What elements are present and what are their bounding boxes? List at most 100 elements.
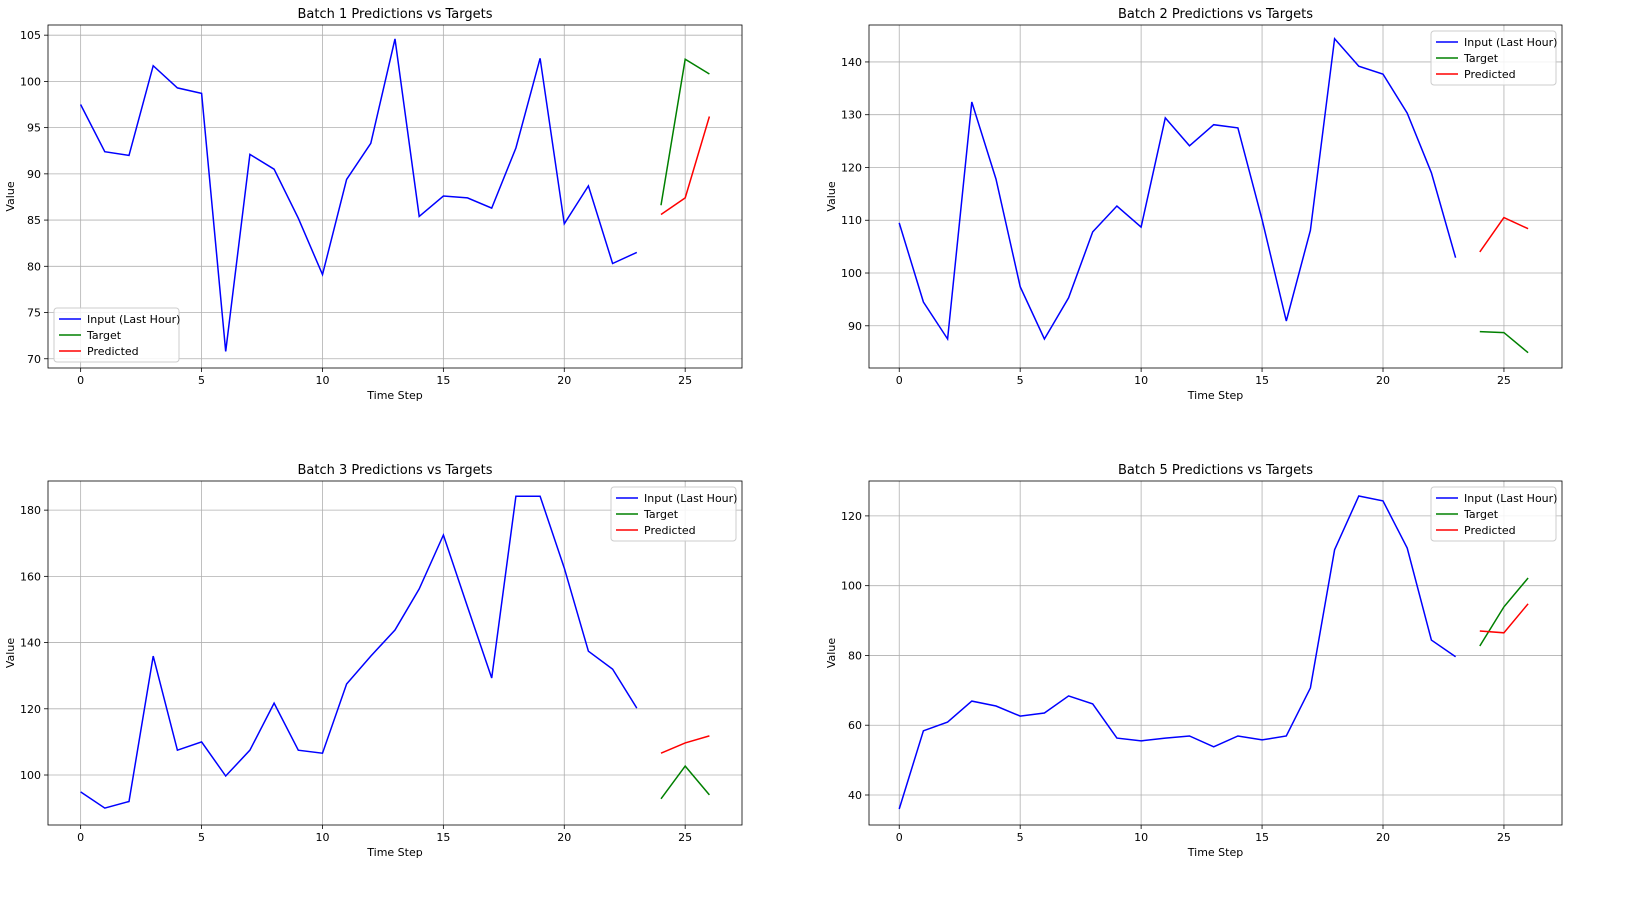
- x-tick-label: 5: [198, 374, 205, 387]
- x-tick-label: 20: [1376, 374, 1390, 387]
- subplot-3: 0 5 10 15 20 25 100 120 140 160 180 Batch 3 Predict…: [4, 463, 743, 859]
- legend: Input (Last Hour) Target Predicted: [1430, 486, 1557, 542]
- y-tick-label: 70: [27, 353, 41, 366]
- y-tick-label: 160: [20, 570, 41, 583]
- legend-label: Predicted: [87, 345, 139, 358]
- x-tick-label: 0: [77, 831, 84, 844]
- x-tick-label: 25: [678, 374, 692, 387]
- legend-box: [610, 486, 737, 542]
- subplot-4: 0 5 10 15 20 25 40 60 80 100 120 Batch 5 Prediction…: [825, 463, 1563, 859]
- legend: Input (Last Hour) Target Predicted: [1430, 30, 1557, 86]
- axes-frame: [868, 480, 1563, 826]
- series-line-target: [1479, 330, 1529, 354]
- chart-title: Batch 1 Predictions vs Targets: [298, 7, 493, 22]
- y-tick-label: 180: [20, 504, 41, 517]
- y-tick-label: 100: [20, 75, 41, 88]
- y-tick-label: 90: [848, 320, 862, 333]
- axes-frame: [868, 24, 1563, 369]
- x-tick-label: 10: [315, 831, 329, 844]
- x-tick-label: 20: [557, 831, 571, 844]
- y-tick-label: 60: [848, 719, 862, 732]
- y-axis-label: Value: [4, 181, 17, 211]
- y-tick-label: 140: [20, 637, 41, 650]
- legend-label: Target: [1463, 52, 1499, 65]
- y-axis-label: Value: [825, 638, 838, 668]
- legend-label: Predicted: [1464, 524, 1516, 537]
- x-tick-label: 0: [896, 831, 903, 844]
- legend-label: Target: [1463, 508, 1499, 521]
- legend-box: [53, 307, 180, 363]
- axes-frame: [47, 24, 743, 369]
- series-line-input-last-hour: [898, 495, 1457, 810]
- legend: Input (Last Hour) Target Predicted: [610, 486, 737, 542]
- y-tick-label: 40: [848, 789, 862, 802]
- y-tick-label: 100: [841, 267, 862, 280]
- series-line-predicted: [660, 116, 711, 216]
- legend-label: Target: [643, 508, 679, 521]
- x-tick-label: 5: [1017, 374, 1024, 387]
- y-tick-label: 80: [27, 260, 41, 273]
- chart-title: Batch 5 Predictions vs Targets: [1118, 463, 1313, 478]
- series-line-target: [660, 764, 710, 800]
- y-tick-label: 110: [841, 214, 862, 227]
- x-tick-label: 15: [436, 374, 450, 387]
- series-line-target: [1479, 577, 1529, 647]
- x-axis-label: Time Step: [1187, 846, 1243, 859]
- x-tick-label: 15: [436, 831, 450, 844]
- axes-frame: [47, 480, 743, 826]
- y-axis-label: Value: [825, 181, 838, 211]
- legend-label: Input (Last Hour): [1464, 492, 1557, 505]
- series-line-predicted: [1479, 216, 1529, 253]
- series-line-input-last-hour: [79, 38, 638, 352]
- chart-title: Batch 2 Predictions vs Targets: [1118, 7, 1313, 22]
- y-tick-label: 75: [27, 307, 41, 320]
- legend-label: Predicted: [1464, 68, 1516, 81]
- legend-label: Input (Last Hour): [644, 492, 737, 505]
- x-tick-label: 25: [1497, 831, 1511, 844]
- y-axis-label: Value: [4, 638, 17, 668]
- y-tick-label: 85: [27, 214, 41, 227]
- legend-box: [1430, 486, 1557, 542]
- y-tick-label: 100: [841, 580, 862, 593]
- y-tick-label: 130: [841, 109, 862, 122]
- x-axis-label: Time Step: [366, 846, 422, 859]
- series-line-predicted: [1479, 603, 1529, 634]
- y-tick-label: 95: [27, 122, 41, 135]
- x-tick-label: 5: [198, 831, 205, 844]
- subplot-1: 0 5 10 15 20 25 70 75 80 85 90 95 100 105 Batch 1 Pred…: [4, 7, 743, 402]
- x-axis-label: Time Step: [1187, 389, 1243, 402]
- legend: Input (Last Hour) Target Predicted: [53, 307, 180, 363]
- legend-label: Target: [86, 329, 122, 342]
- x-axis-label: Time Step: [366, 389, 422, 402]
- series-line-input-last-hour: [898, 36, 1457, 342]
- x-tick-label: 10: [1134, 831, 1148, 844]
- x-tick-label: 20: [1376, 831, 1390, 844]
- legend-box: [1430, 30, 1557, 86]
- y-tick-label: 100: [20, 769, 41, 782]
- x-tick-label: 25: [1497, 374, 1511, 387]
- x-tick-label: 15: [1255, 831, 1269, 844]
- series-line-input-last-hour: [80, 495, 638, 809]
- x-tick-label: 0: [77, 374, 84, 387]
- legend-label: Input (Last Hour): [1464, 36, 1557, 49]
- y-tick-label: 120: [20, 703, 41, 716]
- y-tick-label: 90: [27, 168, 41, 181]
- x-tick-label: 0: [896, 374, 903, 387]
- x-tick-label: 25: [678, 831, 692, 844]
- y-tick-label: 140: [841, 56, 862, 69]
- x-tick-label: 10: [315, 374, 329, 387]
- x-tick-label: 20: [557, 374, 571, 387]
- series-line-target: [660, 57, 710, 206]
- x-tick-label: 15: [1255, 374, 1269, 387]
- y-tick-label: 120: [841, 161, 862, 174]
- series-line-predicted: [660, 735, 710, 754]
- y-tick-label: 105: [20, 29, 41, 42]
- y-tick-label: 120: [841, 510, 862, 523]
- chart-title: Batch 3 Predictions vs Targets: [298, 463, 493, 478]
- y-tick-label: 80: [848, 649, 862, 662]
- x-tick-label: 5: [1017, 831, 1024, 844]
- subplot-2: 0 5 10 15 20 25 90 100 110 120 130 140 Batch 2 Predi…: [825, 7, 1563, 402]
- legend-label: Input (Last Hour): [87, 313, 180, 326]
- legend-label: Predicted: [644, 524, 696, 537]
